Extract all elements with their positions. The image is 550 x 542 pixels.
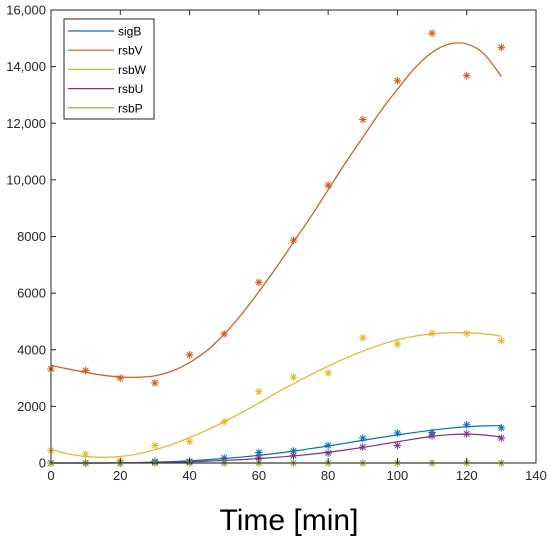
data-point-rsbv <box>428 29 436 38</box>
x-tick-label: 140 <box>525 468 547 483</box>
fit-line-rsbv <box>50 42 502 378</box>
x-tick-label: 100 <box>387 468 409 483</box>
y-tick-label: 16,000 <box>6 3 46 18</box>
legend-label-rsbw: rsbW <box>118 63 147 77</box>
data-point-rsbw <box>220 417 229 426</box>
y-tick-label: 14,000 <box>6 59 46 74</box>
data-point-rsbu <box>428 432 436 440</box>
data-point-rsbu <box>393 441 402 450</box>
data-point-sigb <box>497 424 506 432</box>
x-tick-label: 20 <box>113 468 127 483</box>
y-tick-label: 2000 <box>17 399 46 414</box>
data-point-rsbv <box>220 330 229 338</box>
data-point-rsbw <box>289 373 298 382</box>
data-point-rsbv <box>462 71 471 80</box>
data-point-sigb <box>393 429 402 437</box>
y-axis: 0 2000 4000 6000 8000 10,000 12,000 14,000 16,00… <box>6 3 536 471</box>
legend-label-sigb: sigB <box>118 25 141 39</box>
y-tick-label: 8000 <box>17 229 46 244</box>
data-point-rsbu <box>289 451 298 460</box>
data-point-rsbv <box>289 236 298 244</box>
data-point-rsbu <box>462 430 471 438</box>
data-point-sigb <box>324 441 332 450</box>
legend-label-rsbu: rsbU <box>118 82 143 96</box>
data-point-rsbw <box>428 329 436 338</box>
data-point-sigb <box>358 434 367 442</box>
y-tick-label: 6000 <box>17 286 46 301</box>
data-point-rsbu <box>324 449 332 457</box>
y-tick-label: 10,000 <box>6 172 46 187</box>
data-point-rsbv <box>255 278 263 287</box>
data-point-rsbw <box>393 340 402 348</box>
data-point-rsbw <box>151 441 159 450</box>
x-tick-label: 0 <box>47 468 54 483</box>
x-axis-title: Time [min] <box>220 504 359 537</box>
data-point-rsbv <box>151 379 159 387</box>
legend: sigB rsbV rsbW rsbU rsbP <box>63 18 155 120</box>
data-point-rsbw <box>81 450 90 458</box>
legend-label-rsbv: rsbV <box>118 44 143 58</box>
data-point-rsbv <box>185 351 194 359</box>
data-point-rsbv <box>116 374 125 382</box>
data-point-rsbv <box>358 115 367 124</box>
data-point-rsbw <box>462 329 471 338</box>
y-tick-label: 12,000 <box>6 116 46 131</box>
x-tick-label: 80 <box>321 468 335 483</box>
x-tick-label: 120 <box>456 468 478 483</box>
data-point-rsbv <box>81 366 90 375</box>
y-tick-label: 0 <box>39 456 46 471</box>
data-point-sigb <box>255 448 263 457</box>
data-point-rsbw <box>497 336 506 345</box>
data-point-rsbv <box>393 76 402 85</box>
data-point-rsbw <box>185 437 194 446</box>
data-point-rsbu <box>358 443 367 451</box>
fit-line-rsbw <box>50 332 502 458</box>
x-tick-label: 60 <box>252 468 266 483</box>
x-axis: 0 20 40 60 80 100 120 140 <box>47 10 547 483</box>
legend-label-rsbp: rsbP <box>118 101 143 115</box>
data-point-rsbv <box>497 43 506 52</box>
data-point-rsbv <box>324 181 332 190</box>
data-point-sigb <box>462 420 471 429</box>
data-point-rsbu <box>497 434 506 442</box>
x-tick-label: 40 <box>182 468 196 483</box>
y-tick-label: 4000 <box>17 342 46 357</box>
data-point-rsbw <box>324 369 332 377</box>
data-point-rsbw <box>255 387 263 396</box>
data-point-rsbw <box>358 334 367 342</box>
